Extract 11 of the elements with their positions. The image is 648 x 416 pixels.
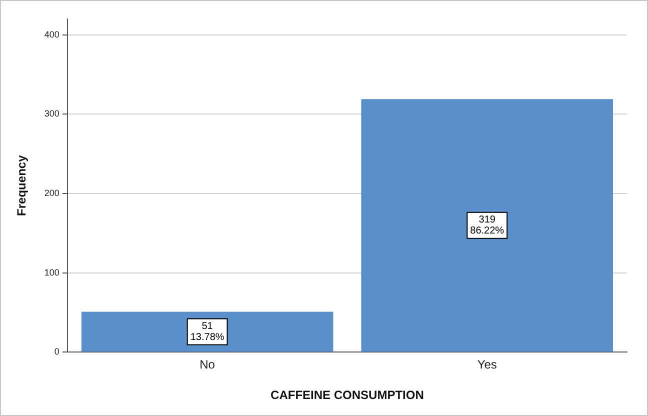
x-tick-label: No xyxy=(200,358,216,372)
y-tick-label: 100 xyxy=(44,267,60,278)
data-label: 319 86.22% xyxy=(470,214,504,237)
x-tick-label: Yes xyxy=(477,358,497,372)
y-axis-title: Frequency xyxy=(14,154,29,216)
data-label: 51 13.78% xyxy=(190,320,224,343)
y-tick-label: 0 xyxy=(54,346,60,357)
y-tick-label: 200 xyxy=(44,188,60,198)
y-tick-label: 400 xyxy=(44,29,60,40)
x-axis-title: CAFFEINE CONSUMPTION xyxy=(270,388,424,402)
y-tick-label: 300 xyxy=(44,108,60,119)
